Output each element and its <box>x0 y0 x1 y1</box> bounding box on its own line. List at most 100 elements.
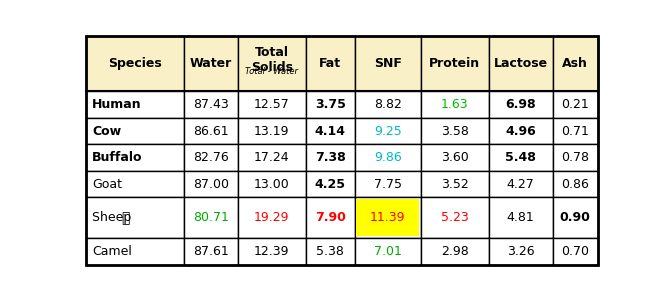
Bar <box>553 91 598 118</box>
Text: 17.24: 17.24 <box>254 151 289 164</box>
Text: Species: Species <box>108 57 161 70</box>
Text: 5.48: 5.48 <box>505 151 536 164</box>
Text: 87.61: 87.61 <box>193 245 229 258</box>
Text: 7.38: 7.38 <box>315 151 346 164</box>
Text: 4.96: 4.96 <box>506 125 536 138</box>
Text: 0.70: 0.70 <box>561 245 589 258</box>
Bar <box>489 144 553 171</box>
Bar <box>421 238 489 265</box>
Bar <box>553 238 598 265</box>
Text: 3.75: 3.75 <box>315 98 346 111</box>
Bar <box>355 91 421 118</box>
Bar <box>238 118 305 144</box>
Text: Lactose: Lactose <box>494 57 548 70</box>
Text: 4.27: 4.27 <box>507 178 534 191</box>
Bar <box>238 91 305 118</box>
Bar <box>489 238 553 265</box>
Text: Total - Water: Total - Water <box>245 67 298 76</box>
Text: 0.86: 0.86 <box>562 178 589 191</box>
Bar <box>305 144 355 171</box>
Bar <box>86 171 183 197</box>
Bar <box>553 36 598 91</box>
Text: 12.39: 12.39 <box>254 245 289 258</box>
Text: 1.63: 1.63 <box>441 98 469 111</box>
Bar <box>238 36 305 91</box>
Bar <box>183 91 238 118</box>
Text: 19.29: 19.29 <box>254 211 289 224</box>
Text: Goat: Goat <box>92 178 122 191</box>
Text: 12.57: 12.57 <box>254 98 289 111</box>
Bar <box>305 118 355 144</box>
Bar <box>183 197 238 238</box>
Text: 0.71: 0.71 <box>562 125 589 138</box>
Text: 11.39: 11.39 <box>370 211 406 224</box>
Text: Ash: Ash <box>562 57 588 70</box>
Bar <box>86 118 183 144</box>
Text: 3.60: 3.60 <box>441 151 469 164</box>
Bar <box>421 197 489 238</box>
Bar <box>183 36 238 91</box>
Bar <box>553 118 598 144</box>
Text: 9.25: 9.25 <box>374 125 402 138</box>
Text: 86.61: 86.61 <box>193 125 229 138</box>
Text: Human: Human <box>92 98 141 111</box>
Bar <box>489 118 553 144</box>
Text: 13.00: 13.00 <box>254 178 289 191</box>
Text: 80.71: 80.71 <box>193 211 229 224</box>
Bar <box>355 118 421 144</box>
Bar <box>183 171 238 197</box>
Text: 5.38: 5.38 <box>316 245 344 258</box>
Bar <box>238 197 305 238</box>
Bar <box>355 36 421 91</box>
Text: 4.14: 4.14 <box>315 125 346 138</box>
Text: Buffalo: Buffalo <box>92 151 143 164</box>
Bar <box>489 171 553 197</box>
Bar <box>238 238 305 265</box>
Text: 6.98: 6.98 <box>506 98 536 111</box>
Bar <box>489 36 553 91</box>
Text: 4.25: 4.25 <box>315 178 346 191</box>
Text: 0.90: 0.90 <box>560 211 591 224</box>
Bar <box>421 91 489 118</box>
Text: 87.43: 87.43 <box>193 98 229 111</box>
Text: 3.58: 3.58 <box>441 125 469 138</box>
Text: 3.26: 3.26 <box>507 245 534 258</box>
Text: 0.21: 0.21 <box>562 98 589 111</box>
Bar <box>305 171 355 197</box>
Text: 87.00: 87.00 <box>193 178 229 191</box>
Bar <box>305 36 355 91</box>
Text: 2.98: 2.98 <box>441 245 469 258</box>
Bar <box>86 144 183 171</box>
Bar <box>86 91 183 118</box>
Text: Fat: Fat <box>319 57 342 70</box>
Text: Sheep: Sheep <box>92 211 135 224</box>
Text: 3.52: 3.52 <box>441 178 469 191</box>
Bar <box>305 91 355 118</box>
Text: Cow: Cow <box>92 125 121 138</box>
Bar <box>305 197 355 238</box>
Text: 7.01: 7.01 <box>374 245 402 258</box>
Bar <box>355 197 421 238</box>
Text: Camel: Camel <box>92 245 132 258</box>
Bar <box>355 238 421 265</box>
Bar <box>86 36 183 91</box>
Bar <box>238 144 305 171</box>
Bar <box>238 171 305 197</box>
Bar <box>356 199 420 237</box>
Text: Water: Water <box>189 57 232 70</box>
Bar <box>183 118 238 144</box>
Bar <box>183 144 238 171</box>
Bar <box>421 171 489 197</box>
Bar <box>86 238 183 265</box>
Text: Protein: Protein <box>430 57 480 70</box>
Bar <box>355 144 421 171</box>
Text: 7.90: 7.90 <box>315 211 346 224</box>
Bar <box>355 171 421 197</box>
Bar <box>553 197 598 238</box>
Bar <box>305 238 355 265</box>
Bar <box>421 36 489 91</box>
Text: 8.82: 8.82 <box>374 98 402 111</box>
Text: 9.86: 9.86 <box>374 151 402 164</box>
Bar <box>489 197 553 238</box>
Bar <box>421 144 489 171</box>
